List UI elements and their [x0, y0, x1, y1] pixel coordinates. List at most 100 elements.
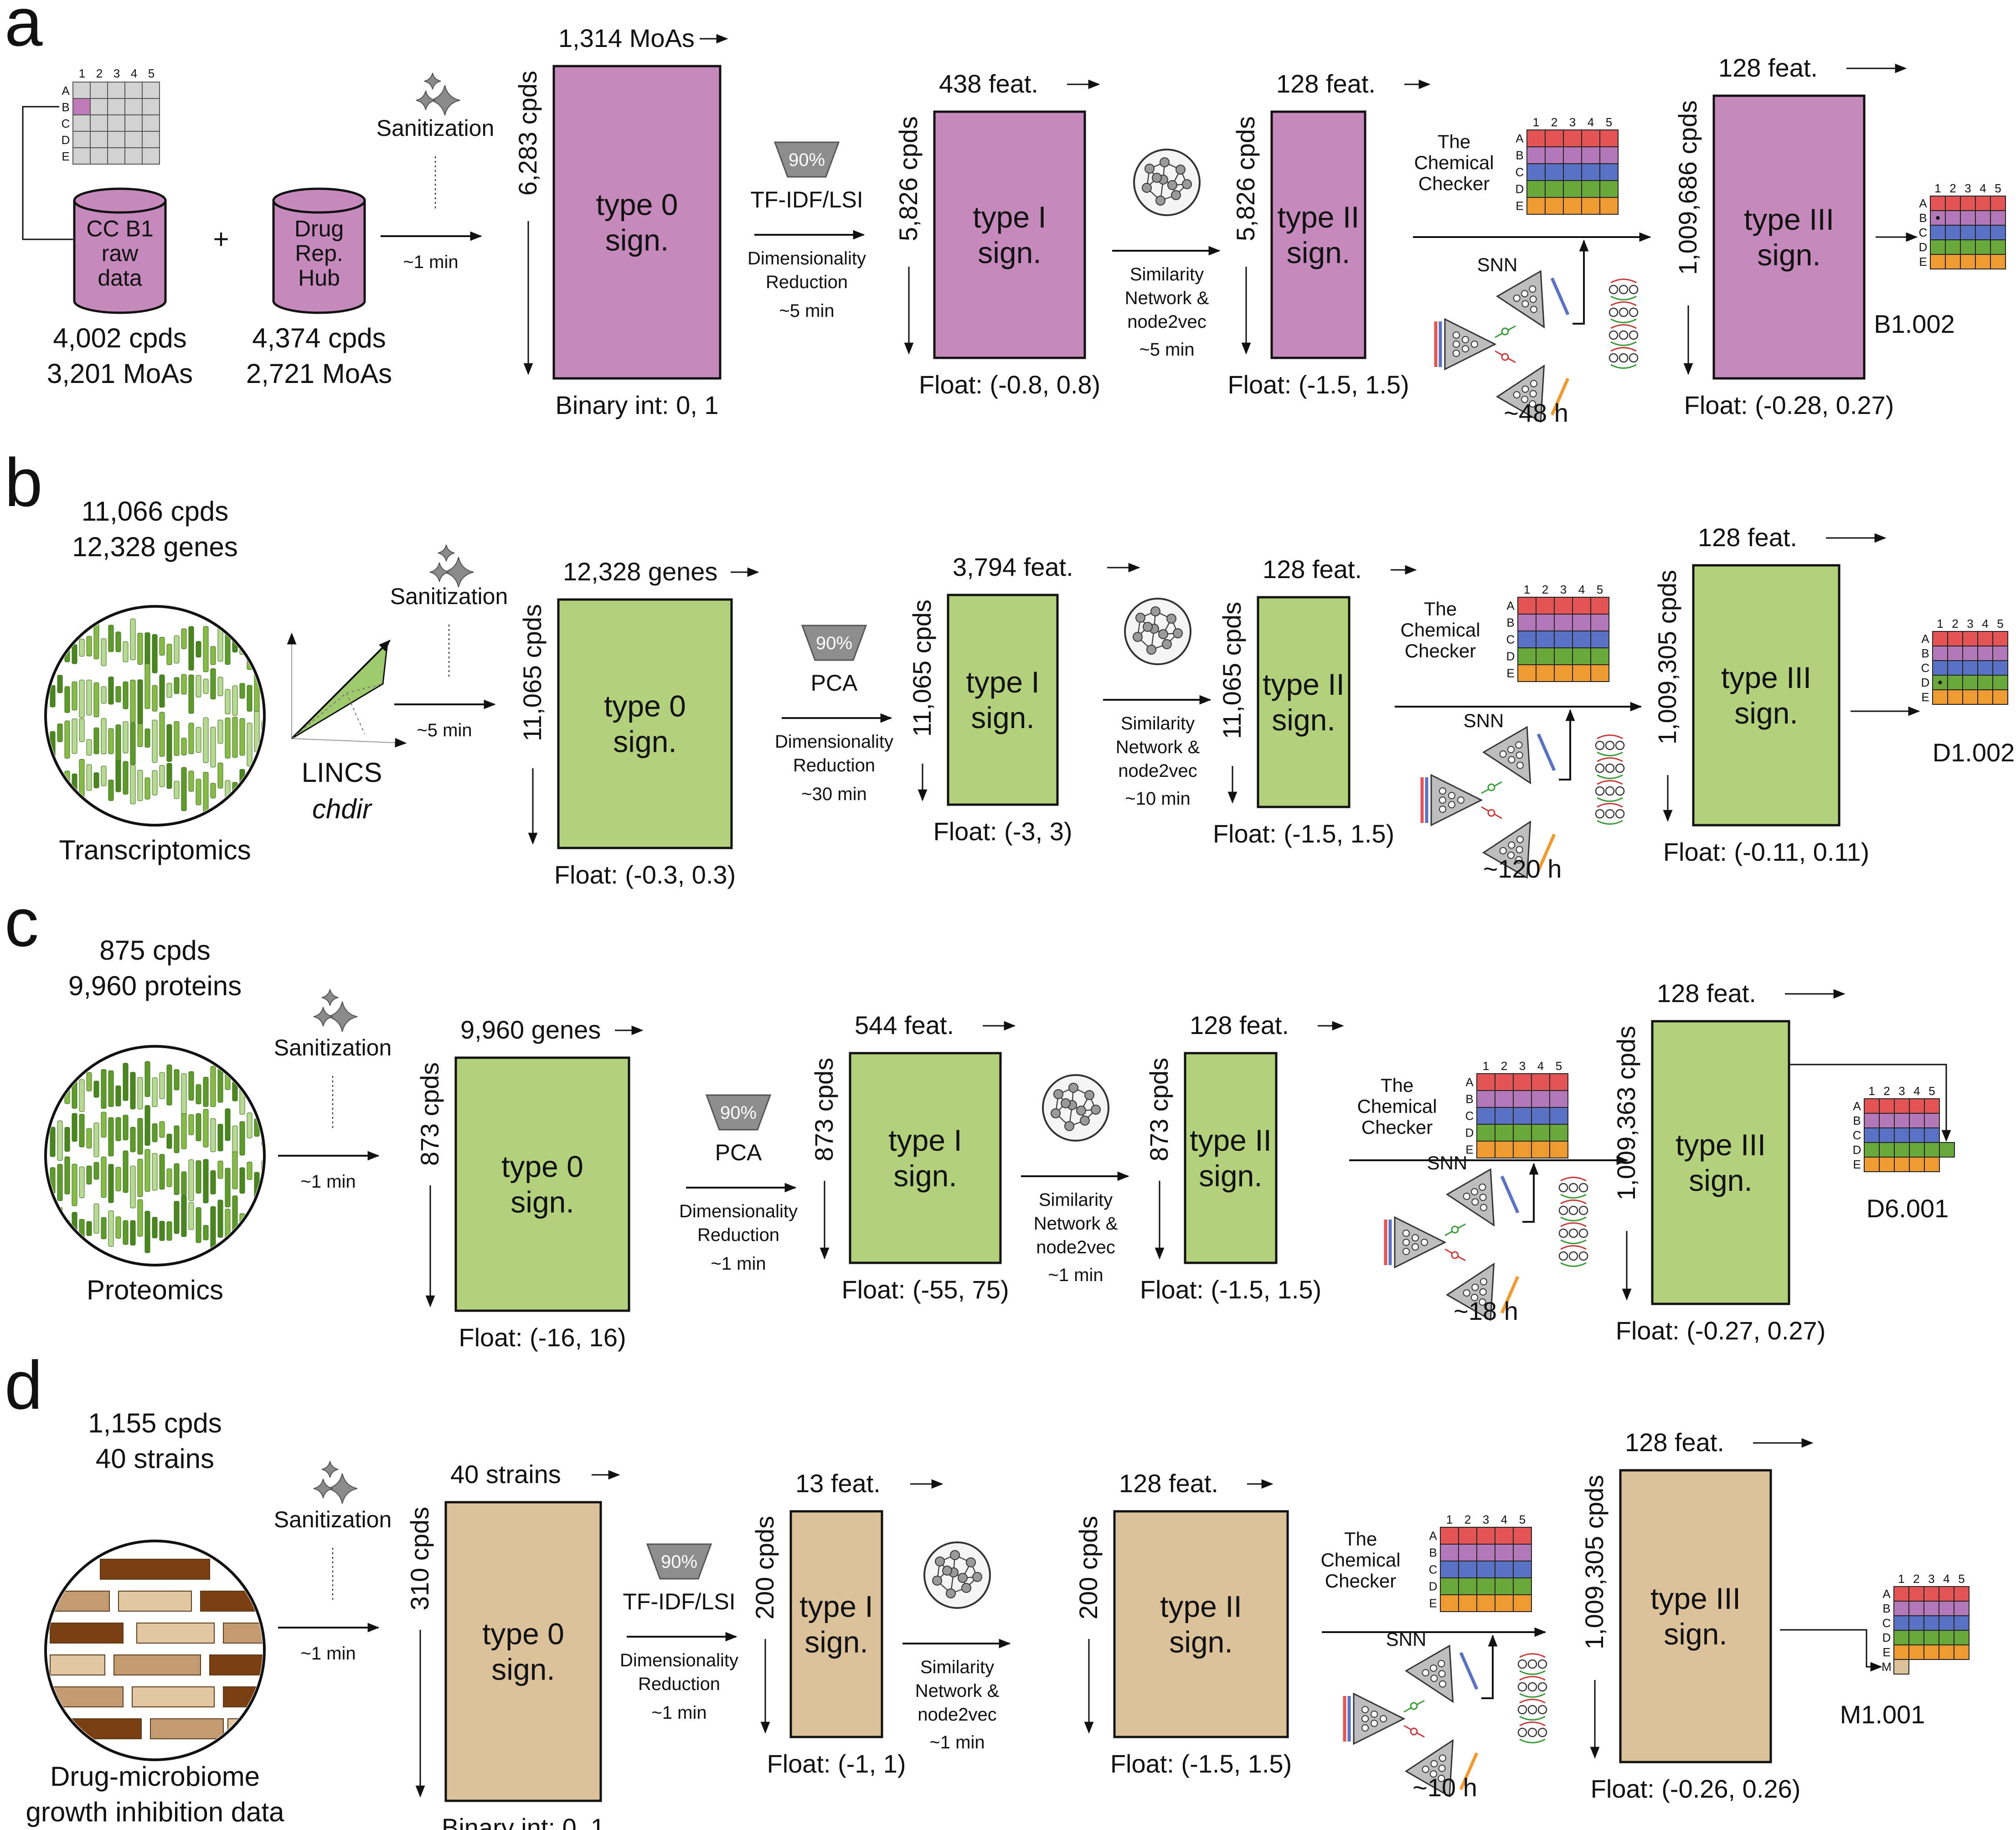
neuron [1499, 750, 1507, 758]
source-caption: Proteomics [87, 1275, 223, 1305]
expression-bar [86, 1165, 92, 1185]
expression-bar [210, 783, 216, 799]
grid-row-label: A [1506, 599, 1515, 613]
grid-col-label: 5 [1606, 115, 1612, 129]
grid-cell [1932, 689, 1948, 705]
grid-cell [1590, 664, 1609, 682]
expression-bar [247, 776, 253, 803]
grid-cell [1531, 1073, 1550, 1091]
expression-bar [93, 1080, 99, 1098]
plate-row-label: E [62, 150, 69, 163]
expression-bar [188, 674, 194, 714]
expression-bar [137, 633, 143, 665]
triplet-arc [1610, 347, 1637, 352]
grid-cell [1440, 1594, 1459, 1612]
t3-top-label: 128 feat. [1718, 53, 1818, 82]
neuron [1439, 1754, 1446, 1762]
grid-cell [1545, 129, 1564, 147]
expression-bar [188, 770, 194, 792]
expression-bar [210, 727, 216, 768]
grid-cell [1599, 129, 1619, 147]
step1-time: ~5 min [779, 301, 834, 321]
t2-side-label: 200 cpds [1074, 1516, 1103, 1619]
grid-col-label: 5 [1597, 583, 1603, 596]
grid-cell [1954, 1586, 1970, 1602]
t0-signature-label: type 0 sign. [482, 1617, 564, 1686]
expression-bar [108, 677, 114, 705]
grid-row-label: D [1919, 240, 1928, 254]
triplet-arc [1519, 1738, 1546, 1743]
grid-cell [1545, 163, 1564, 181]
triplet-node [1605, 763, 1615, 773]
grid-cell [1960, 225, 1976, 240]
signature-code: M1.001 [1840, 1700, 1925, 1729]
expression-bar [247, 1112, 253, 1138]
axis-arrow [291, 738, 407, 748]
t3-side-label: 1,009,363 cpds [1612, 1026, 1640, 1200]
t1-range-label: Float: (-55, 75) [841, 1275, 1009, 1304]
expression-bar [159, 712, 165, 757]
t3-signature-box [1619, 1469, 1772, 1763]
plate-row-label: A [62, 84, 70, 98]
expression-bar [225, 689, 231, 714]
snn-connector [1573, 239, 1589, 325]
triplet-node [1629, 353, 1639, 363]
triplet-arc [1560, 1216, 1587, 1221]
sparkle-icon [438, 544, 455, 562]
snn-bottom-icon [1482, 820, 1531, 879]
expression-bar [232, 685, 238, 716]
snn-bottom-icon [1446, 1262, 1495, 1321]
grid-cell [1879, 1142, 1895, 1158]
strain-bar [50, 1686, 124, 1707]
neuron [1515, 856, 1523, 863]
expression-bar [108, 625, 114, 652]
neuron [1402, 1248, 1410, 1255]
grid-cell [1977, 689, 1993, 705]
triplet-node [1595, 763, 1605, 773]
triplet-node [1568, 1205, 1578, 1215]
signature-code: B1.002 [1874, 310, 1955, 338]
grid-cell [1879, 1127, 1895, 1143]
grid-cell [1563, 129, 1582, 147]
expression-bar [203, 717, 209, 763]
grid-cell [1879, 1098, 1895, 1114]
t3-side-label: 1,009,686 cpds [1673, 100, 1702, 275]
neuron [1521, 395, 1528, 403]
grid-cell [1476, 1561, 1495, 1578]
triplet-node [1537, 1659, 1547, 1669]
grid-cell [1536, 664, 1555, 682]
grid-cell [1864, 1127, 1880, 1143]
grid-cell [1513, 1073, 1532, 1091]
expression-bar [181, 1113, 187, 1149]
network-node [1155, 196, 1165, 206]
strain-bar [200, 1591, 256, 1612]
grid-cell [1517, 664, 1536, 682]
grid-cell [1990, 239, 2006, 255]
expression-bar [72, 1163, 77, 1206]
expression-bar [72, 681, 77, 711]
grid-cell [1572, 597, 1591, 615]
triangle-shape [1446, 1168, 1495, 1227]
grid-cell [1977, 631, 1993, 646]
sanitization-time: ~5 min [417, 720, 472, 740]
triplet-node [1537, 1705, 1547, 1715]
expression-bar [159, 674, 165, 708]
triplet-node [1609, 353, 1619, 363]
grid-cell [1513, 1544, 1532, 1561]
neuron [1430, 1760, 1438, 1768]
expression-bar [108, 1070, 114, 1107]
triplet-node [1537, 1682, 1547, 1692]
snn-label: SNN [1386, 1628, 1427, 1650]
grid-cell [1908, 1586, 1924, 1602]
network-node [1064, 1121, 1074, 1131]
t0-signature-label: type 0 sign. [596, 188, 678, 257]
grid-row-label: C [1882, 1616, 1891, 1630]
expression-bar [239, 683, 245, 699]
expression-bar [210, 1170, 216, 1194]
snn-node [1487, 809, 1495, 817]
t0-signature-box [454, 1056, 630, 1312]
neuron [1438, 1774, 1445, 1782]
expression-bar [232, 1125, 238, 1156]
expression-bar [101, 765, 107, 786]
triangle-shape [1482, 820, 1531, 879]
